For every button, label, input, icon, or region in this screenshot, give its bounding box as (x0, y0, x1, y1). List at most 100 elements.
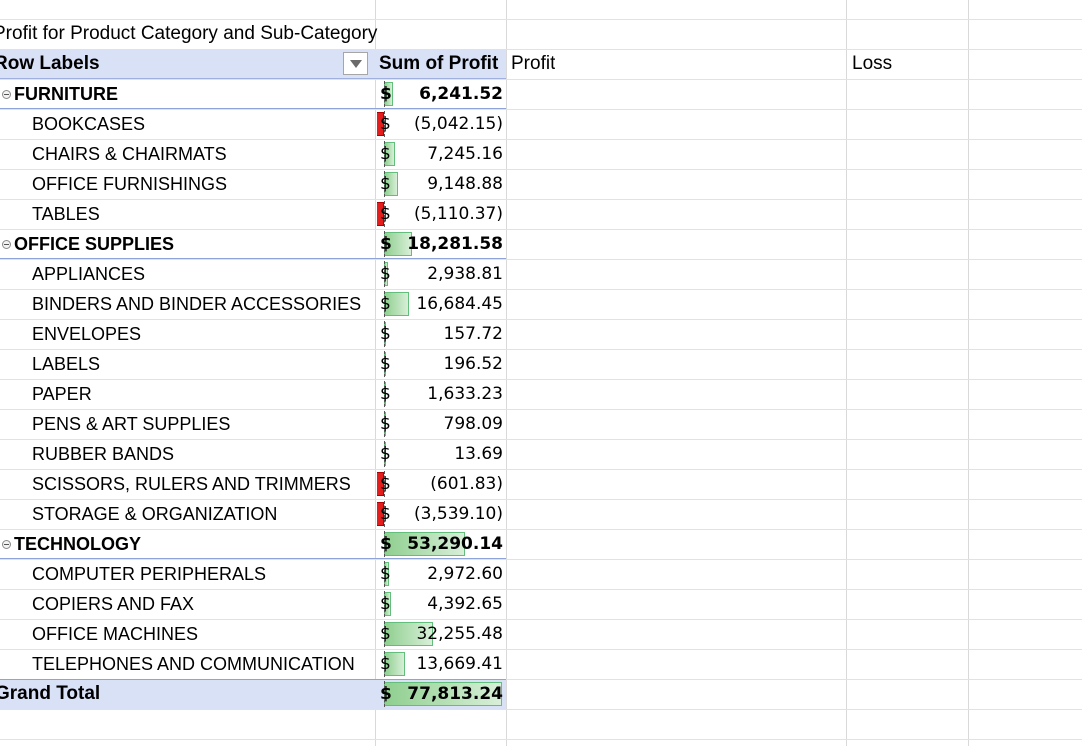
subcategory-label[interactable]: BINDERS AND BINDER ACCESSORIES (32, 294, 362, 314)
profit-value-cell[interactable]: $196.52 (377, 349, 505, 379)
subcategory-label[interactable]: STORAGE & ORGANIZATION (32, 504, 278, 524)
profit-value-cell[interactable]: $2,938.81 (377, 259, 505, 289)
currency-symbol: $ (380, 384, 391, 404)
profit-value-cell[interactable]: $1,633.23 (377, 379, 505, 409)
row-gridline (0, 619, 1082, 620)
databar-axis (384, 261, 385, 287)
subcategory-label[interactable]: PAPER (32, 384, 92, 404)
dropdown-arrow-icon[interactable] (343, 52, 368, 75)
currency-symbol: $ (380, 414, 391, 434)
subcategory-label[interactable]: ENVELOPES (32, 324, 142, 344)
category-separator (0, 108, 506, 109)
databar-axis (384, 321, 385, 347)
profit-amount: 1,633.23 (427, 384, 503, 404)
profit-value-cell[interactable]: $18,281.58 (377, 229, 505, 259)
category-separator (0, 258, 506, 259)
subcategory-label[interactable]: OFFICE FURNISHINGS (32, 174, 228, 194)
row-gridline (0, 49, 1082, 50)
profit-value-cell[interactable]: $ (601.83) (377, 469, 505, 499)
profit-amount: 2,938.81 (427, 264, 503, 284)
row-gridline (0, 109, 1082, 110)
subcategory-label[interactable]: OFFICE MACHINES (32, 624, 199, 644)
row-gridline (0, 379, 1082, 380)
currency-symbol: $ (380, 174, 391, 194)
profit-amount: (3,539.10) (414, 504, 503, 524)
subcategory-label[interactable]: LABELS (32, 354, 101, 374)
row-gridline (0, 229, 1082, 230)
databar-axis (384, 501, 385, 527)
databar-axis (384, 591, 385, 617)
profit-amount: (601.83) (430, 474, 503, 494)
databar-axis (384, 531, 385, 557)
databar-axis (384, 651, 385, 677)
row-gridline (0, 19, 1082, 20)
profit-value-cell[interactable]: $13.69 (377, 439, 505, 469)
positive-databar (384, 532, 465, 556)
loss-column-label[interactable]: Loss (852, 53, 893, 74)
profit-amount: 13.69 (454, 444, 503, 464)
profit-amount: 16,684.45 (416, 294, 503, 314)
databar-axis (384, 201, 385, 227)
category-label[interactable]: FURNITURE (14, 84, 118, 104)
pivot-title[interactable]: Profit for Product Category and Sub-Cate… (0, 23, 378, 44)
row-gridline (0, 259, 1082, 260)
profit-value-cell[interactable]: $32,255.48 (377, 619, 505, 649)
subcategory-label[interactable]: BOOKCASES (32, 114, 146, 134)
currency-symbol: $ (380, 84, 392, 104)
category-separator (0, 558, 506, 559)
collapse-minus-icon[interactable] (2, 240, 11, 249)
profit-value-cell[interactable]: $4,392.65 (377, 589, 505, 619)
profit-value-cell[interactable]: $ (3,539.10) (377, 499, 505, 529)
profit-amount: 32,255.48 (416, 624, 503, 644)
row-gridline (0, 169, 1082, 170)
subcategory-label[interactable]: COPIERS AND FAX (32, 594, 195, 614)
profit-amount: 2,972.60 (427, 564, 503, 584)
profit-amount: 13,669.41 (416, 654, 503, 674)
profit-value-cell[interactable]: $157.72 (377, 319, 505, 349)
profit-amount: 77,813.24 (407, 684, 503, 704)
profit-value-cell[interactable]: $77,813.24 (377, 679, 505, 709)
profit-value-cell[interactable]: $ (5,110.37) (377, 199, 505, 229)
row-gridline (0, 349, 1082, 350)
row-gridline (0, 79, 1082, 80)
subcategory-label[interactable]: COMPUTER PERIPHERALS (32, 564, 267, 584)
currency-symbol: $ (380, 564, 391, 584)
profit-value-cell[interactable]: $9,148.88 (377, 169, 505, 199)
row-gridline (0, 499, 1082, 500)
subcategory-label[interactable]: SCISSORS, RULERS AND TRIMMERS (32, 474, 351, 494)
profit-amount: 157.72 (443, 324, 503, 344)
profit-amount: 7,245.16 (427, 144, 503, 164)
negative-databar (377, 502, 384, 526)
profit-value-cell[interactable]: $ (5,042.15) (377, 109, 505, 139)
row-labels-header[interactable]: Row Labels (0, 53, 100, 74)
profit-value-cell[interactable]: $6,241.52 (377, 79, 505, 109)
pivot-header-row (0, 49, 506, 79)
currency-symbol: $ (380, 504, 391, 524)
sum-of-profit-header[interactable]: Sum of Profit (379, 53, 499, 74)
profit-value-cell[interactable]: $2,972.60 (377, 559, 505, 589)
profit-column-label[interactable]: Profit (511, 53, 556, 74)
profit-value-cell[interactable]: $16,684.45 (377, 289, 505, 319)
category-label[interactable]: TECHNOLOGY (14, 534, 142, 554)
profit-value-cell[interactable]: $798.09 (377, 409, 505, 439)
subcategory-label[interactable]: APPLIANCES (32, 264, 146, 284)
subcategory-label[interactable]: TABLES (32, 204, 100, 224)
subcategory-label[interactable]: PENS & ART SUPPLIES (32, 414, 231, 434)
collapse-minus-icon[interactable] (2, 90, 11, 99)
profit-value-cell[interactable]: $13,669.41 (377, 649, 505, 679)
currency-symbol: $ (380, 594, 391, 614)
currency-symbol: $ (380, 264, 391, 284)
subcategory-label[interactable]: CHAIRS & CHAIRMATS (32, 144, 227, 164)
subcategory-label[interactable]: TELEPHONES AND COMMUNICATION (32, 654, 355, 674)
negative-databar (377, 112, 384, 136)
category-label[interactable]: OFFICE SUPPLIES (14, 234, 175, 254)
subcategory-label[interactable]: RUBBER BANDS (32, 444, 175, 464)
grand-total-label[interactable]: Grand Total (0, 683, 101, 704)
profit-value-cell[interactable]: $7,245.16 (377, 139, 505, 169)
currency-symbol: $ (380, 624, 391, 644)
collapse-minus-icon[interactable] (2, 540, 11, 549)
profit-value-cell[interactable]: $53,290.14 (377, 529, 505, 559)
positive-databar (384, 232, 412, 256)
column-gridline (846, 0, 847, 746)
